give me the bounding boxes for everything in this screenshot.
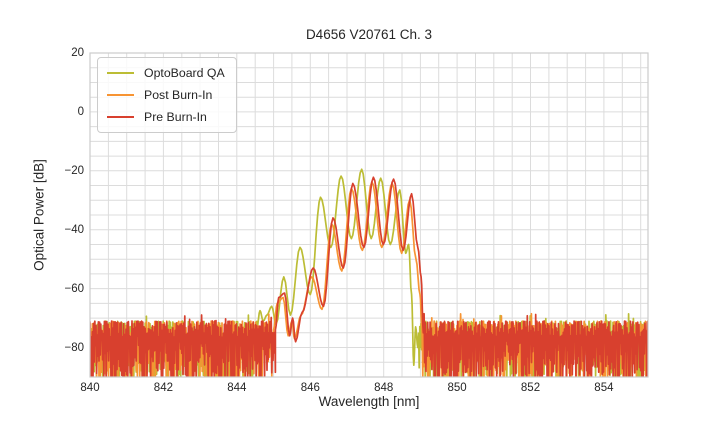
y-tick-label: 20	[71, 47, 84, 59]
legend-label: OptoBoard QA	[144, 66, 225, 80]
x-tick-label: 842	[153, 382, 173, 394]
legend-line-post-burn-in-icon	[107, 93, 134, 97]
x-tick-label: 852	[520, 382, 541, 394]
y-tick-label: 0	[77, 105, 84, 118]
x-axis-label: Wavelength [nm]	[318, 394, 420, 409]
legend-line-optoboard-qa-icon	[107, 71, 134, 75]
legend: OptoBoard QA Post Burn-In Pre Burn-In	[97, 57, 237, 133]
x-tick-label: 840	[80, 382, 100, 394]
legend-item-optoboard-qa: OptoBoard QA	[107, 62, 225, 84]
y-tick-label: −80	[64, 341, 84, 354]
x-tick-label: 846	[300, 382, 320, 394]
legend-item-pre-burn-in: Pre Burn-In	[107, 106, 225, 128]
x-tick-label: 848	[374, 382, 394, 394]
legend-line-pre-burn-in-icon	[107, 115, 134, 119]
legend-label: Pre Burn-In	[144, 110, 207, 124]
legend-label: Post Burn-In	[144, 88, 213, 102]
x-tick-label: 850	[447, 382, 467, 394]
x-tick-label: 854	[594, 382, 614, 394]
series-lines	[90, 168, 648, 377]
y-tick-label: −60	[64, 282, 84, 295]
x-tick-label: 844	[227, 382, 247, 394]
series-line-pre-burn-in	[90, 176, 648, 377]
axes-frame	[89, 52, 649, 378]
y-tick-label: −20	[64, 164, 84, 177]
chart-title: D4656 V20761 Ch. 3	[305, 27, 433, 42]
y-tick-label: −40	[64, 223, 84, 236]
legend-item-post-burn-in: Post Burn-In	[107, 84, 225, 106]
